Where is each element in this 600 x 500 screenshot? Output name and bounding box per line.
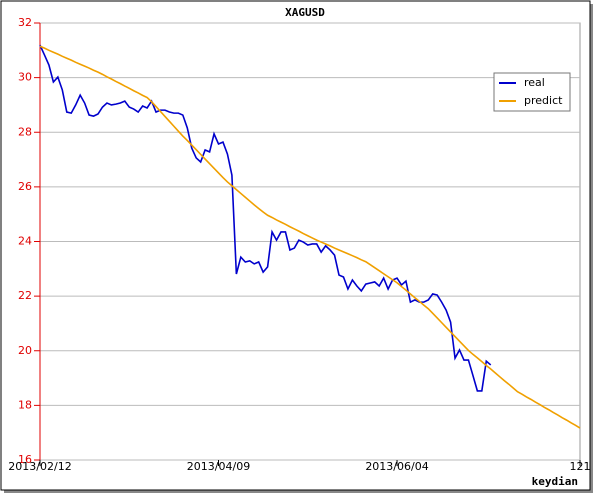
legend-box bbox=[493, 72, 571, 112]
legend-label: predict bbox=[524, 94, 563, 107]
chart-title: XAGUSD bbox=[285, 6, 325, 19]
y-tick-label: 18 bbox=[18, 398, 32, 411]
legend-label: real bbox=[524, 76, 545, 89]
x-tick-label: 121 bbox=[570, 460, 591, 473]
y-tick-label: 32 bbox=[18, 16, 32, 29]
x-tick-label: 2013/06/04 bbox=[365, 460, 428, 473]
line-series bbox=[39, 45, 581, 429]
y-tick-label: 28 bbox=[18, 125, 32, 138]
x-tick-label: 2013/04/09 bbox=[187, 460, 250, 473]
y-tick-label: 24 bbox=[18, 235, 32, 248]
y-tick-label: 20 bbox=[18, 344, 32, 357]
y-tick-label: 26 bbox=[18, 180, 32, 193]
line-series bbox=[39, 44, 492, 392]
x-axis-label: keydian bbox=[532, 475, 578, 488]
y-tick-label: 16 bbox=[18, 453, 32, 466]
y-tick-label: 22 bbox=[18, 289, 32, 302]
x-tick-label: 2013/02/12 bbox=[8, 460, 71, 473]
y-tick-label: 30 bbox=[18, 71, 32, 84]
